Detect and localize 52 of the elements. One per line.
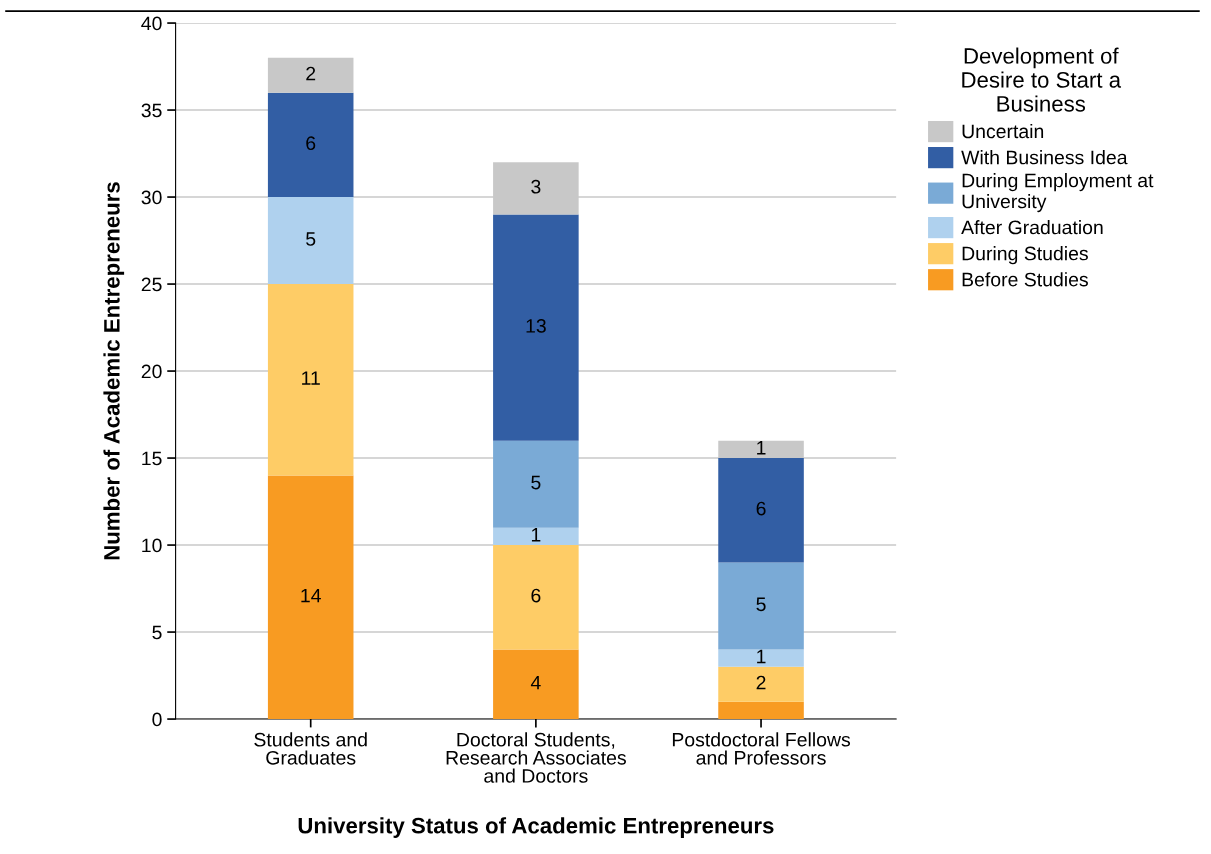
x-tick-label: Doctoral Students, Research Associates and Doctors: [446, 732, 626, 783]
bar: [267, 197, 354, 285]
bar: [493, 440, 579, 528]
data-label: 4: [530, 675, 541, 690]
data-label: 2: [756, 675, 766, 690]
data-label: 6: [531, 588, 541, 603]
y-tick-label: 40: [141, 16, 162, 31]
x-tick-label: Students and Graduates: [254, 732, 367, 765]
data-label: 5: [756, 597, 766, 612]
legend-label: During Employment at University: [962, 173, 1154, 213]
data-label: 11: [302, 371, 320, 385]
bar: [718, 666, 804, 702]
bar: [267, 284, 354, 476]
y-tick-label: 0: [152, 712, 162, 727]
bar: [718, 649, 804, 667]
y-tick-label: 20: [141, 364, 162, 379]
data-label: 5: [531, 475, 541, 490]
x-tick-label: Postdoctoral Fellows and Professors: [672, 732, 851, 765]
y-tick-label: 10: [142, 538, 162, 553]
data-label: 14: [301, 588, 321, 603]
legend-label: Uncertain: [962, 123, 1044, 139]
y-tick-label: 30: [141, 190, 162, 205]
legend-title: Development of Desire to Start a Business: [962, 47, 1122, 112]
bar: [267, 92, 354, 198]
legend-label: With Business Idea: [961, 150, 1128, 165]
bar: [718, 562, 804, 650]
x-axis-title: University Status of Academic Entrepreneurs: [298, 817, 774, 838]
y-tick-label: 15: [142, 451, 162, 466]
legend-label: After Graduation: [961, 220, 1103, 235]
data-label: 1: [757, 441, 766, 455]
y-axis-title: Number of Academic Entrepreneurs: [103, 182, 125, 560]
data-label: 1: [757, 649, 766, 664]
y-tick-label: 25: [141, 277, 162, 292]
bar: [718, 458, 804, 563]
y-tick-label: 5: [152, 625, 162, 640]
data-label: 3: [531, 179, 541, 194]
legend-label: Before Studies: [962, 272, 1088, 287]
bar: [267, 475, 354, 720]
legend-label: During Studies: [962, 246, 1088, 265]
data-label: 6: [756, 501, 766, 516]
bar: [493, 527, 579, 546]
data-label: 6: [306, 136, 316, 151]
data-label: 2: [306, 66, 316, 81]
data-label: 13: [526, 319, 546, 333]
bar: [493, 545, 579, 650]
y-tick-label: 35: [141, 103, 162, 118]
data-label: 5: [306, 232, 316, 246]
bar: [493, 649, 579, 720]
data-label: 1: [531, 528, 541, 542]
bar: [493, 214, 579, 441]
bar: [718, 701, 804, 720]
bar: [267, 57, 354, 93]
